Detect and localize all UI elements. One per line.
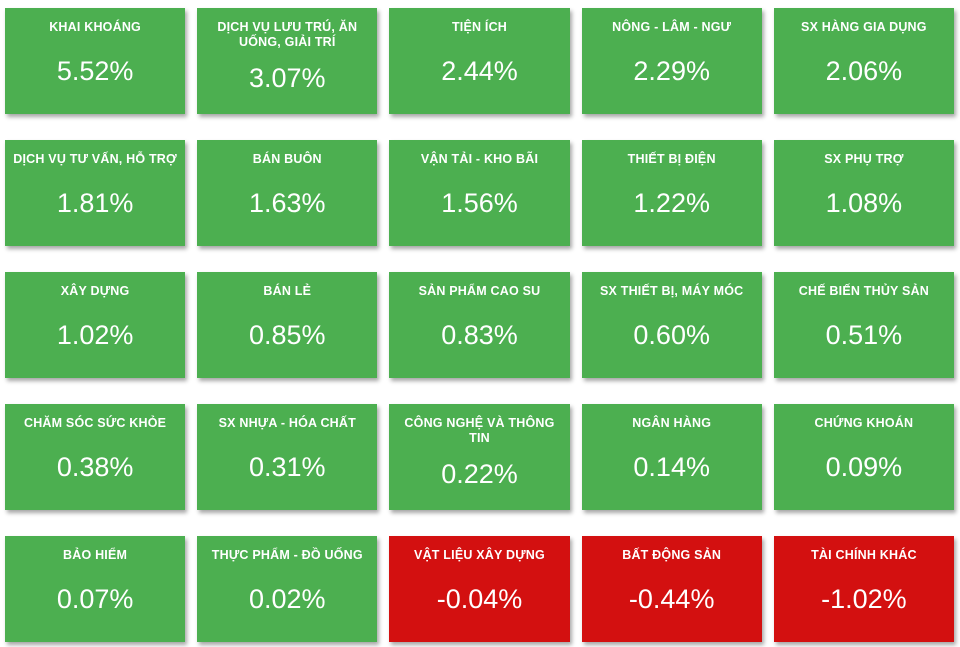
sector-name: CHĂM SÓC SỨC KHỎE — [23, 416, 167, 430]
sector-change-percent: 0.60% — [633, 319, 710, 350]
sector-tile-up[interactable]: CHẾ BIẾN THỦY SẢN 0.51% — [773, 272, 954, 378]
sector-name: CHẾ BIẾN THỦY SẢN — [798, 284, 930, 298]
sector-tile-down[interactable]: BẤT ĐỘNG SẢN -0.44% — [581, 536, 762, 642]
sector-name: BẢO HIỂM — [63, 548, 128, 562]
sector-change-percent: 0.22% — [441, 459, 518, 490]
sector-tile-up[interactable]: THIẾT BỊ ĐIỆN 1.22% — [581, 140, 762, 246]
sector-name: SẢN PHẨM CAO SU — [418, 284, 541, 298]
sector-name: THỰC PHẨM - ĐỒ UỐNG — [211, 548, 363, 562]
sector-change-percent: -0.04% — [436, 583, 523, 614]
sector-name: XÂY DỰNG — [60, 284, 130, 298]
sector-tile-up[interactable]: NÔNG - LÂM - NGƯ 2.29% — [581, 8, 762, 114]
sector-change-percent: 1.08% — [825, 187, 903, 218]
sector-name: VẬT LIỆU XÂY DỰNG — [414, 548, 545, 562]
sector-change-percent: 0.83% — [441, 319, 518, 350]
sector-tile-up[interactable]: DỊCH VỤ TƯ VẤN, HỖ TRỢ 1.81% — [5, 140, 186, 246]
sector-name: SX PHỤ TRỢ — [824, 152, 904, 166]
sector-change-percent: 0.51% — [825, 319, 903, 350]
sector-name: CHỨNG KHOÁN — [814, 416, 914, 430]
sector-change-percent: 0.38% — [56, 451, 134, 482]
sector-change-percent: 3.07% — [249, 63, 326, 94]
sector-change-percent: 1.02% — [56, 319, 134, 350]
sector-name: SX THIẾT BỊ, MÁY MÓC — [600, 284, 744, 298]
sector-name: KHAI KHOÁNG — [49, 20, 141, 34]
sector-change-percent: 0.02% — [249, 583, 326, 614]
sector-name: TÀI CHÍNH KHÁC — [811, 548, 917, 562]
sector-change-percent: -1.02% — [821, 583, 907, 614]
sector-tile-up[interactable]: SẢN PHẨM CAO SU 0.83% — [389, 272, 570, 378]
sector-tile-up[interactable]: CÔNG NGHỆ VÀ THÔNG TIN 0.22% — [389, 404, 570, 510]
sector-name: VẬN TẢI - KHO BÃI — [420, 152, 539, 166]
sector-tile-up[interactable]: XÂY DỰNG 1.02% — [5, 272, 186, 378]
sector-tile-up[interactable]: SX NHỰA - HÓA CHẤT 0.31% — [197, 404, 378, 510]
sector-name: BÁN BUÔN — [252, 152, 322, 166]
sector-name: BẤT ĐỘNG SẢN — [622, 548, 722, 562]
sector-name: CÔNG NGHỆ VÀ THÔNG TIN — [404, 416, 555, 445]
sector-tile-up[interactable]: SX PHỤ TRỢ 1.08% — [773, 140, 954, 246]
sector-tile-up[interactable]: BÁN LẺ 0.85% — [197, 272, 378, 378]
sector-tile-up[interactable]: NGÂN HÀNG 0.14% — [581, 404, 762, 510]
sector-change-percent: 2.29% — [633, 55, 710, 86]
sector-name: DỊCH VỤ LƯU TRÚ, ĂN UỐNG, GIẢI TRÍ — [217, 20, 358, 49]
sector-tile-down[interactable]: VẬT LIỆU XÂY DỰNG -0.04% — [389, 536, 570, 642]
sector-change-percent: 2.06% — [825, 55, 903, 86]
sector-change-percent: 5.52% — [56, 55, 134, 86]
sector-change-percent: 1.81% — [56, 187, 134, 218]
sector-tile-up[interactable]: VẬN TẢI - KHO BÃI 1.56% — [389, 140, 570, 246]
sector-tile-up[interactable]: THỰC PHẨM - ĐỒ UỐNG 0.02% — [197, 536, 378, 642]
sector-tile-up[interactable]: CHỨNG KHOÁN 0.09% — [773, 404, 954, 510]
sector-name: NÔNG - LÂM - NGƯ — [612, 20, 732, 34]
sector-change-percent: 0.09% — [825, 451, 903, 482]
sector-name: THIẾT BỊ ĐIỆN — [627, 152, 716, 166]
sector-change-percent: 1.63% — [249, 187, 326, 218]
sector-change-percent: 0.14% — [633, 451, 710, 482]
sector-tile-up[interactable]: KHAI KHOÁNG 5.52% — [5, 8, 186, 114]
sector-name: SX HÀNG GIA DỤNG — [801, 20, 927, 34]
sector-tile-up[interactable]: BẢO HIỂM 0.07% — [5, 536, 186, 642]
sector-tile-up[interactable]: SX HÀNG GIA DỤNG 2.06% — [773, 8, 954, 114]
sector-change-percent: 1.56% — [441, 187, 518, 218]
sector-change-percent: 0.07% — [56, 583, 134, 614]
sector-change-percent: 0.31% — [249, 451, 326, 482]
sector-change-percent: 2.44% — [441, 55, 518, 86]
sector-change-percent: 1.22% — [633, 187, 710, 218]
sector-name: DỊCH VỤ TƯ VẤN, HỖ TRỢ — [13, 152, 177, 166]
sector-name: BÁN LẺ — [263, 284, 312, 298]
sector-name: NGÂN HÀNG — [632, 416, 712, 430]
sector-tile-up[interactable]: BÁN BUÔN 1.63% — [197, 140, 378, 246]
sector-tile-down[interactable]: TÀI CHÍNH KHÁC -1.02% — [773, 536, 954, 642]
sector-tile-up[interactable]: DỊCH VỤ LƯU TRÚ, ĂN UỐNG, GIẢI TRÍ 3.07% — [197, 8, 378, 114]
sector-tile-up[interactable]: SX THIẾT BỊ, MÁY MÓC 0.60% — [581, 272, 762, 378]
sector-tile-up[interactable]: TIỆN ÍCH 2.44% — [389, 8, 570, 114]
sector-name: TIỆN ÍCH — [451, 20, 508, 34]
sector-tile-up[interactable]: CHĂM SÓC SỨC KHỎE 0.38% — [5, 404, 186, 510]
sector-name: SX NHỰA - HÓA CHẤT — [218, 416, 356, 430]
sector-change-percent: -0.44% — [628, 583, 715, 614]
sector-change-percent: 0.85% — [249, 319, 326, 350]
